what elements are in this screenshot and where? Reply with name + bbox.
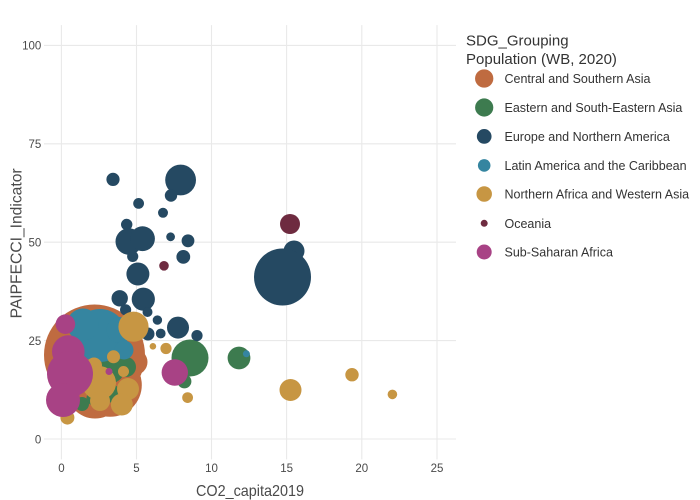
svg-text:SDG_Grouping: SDG_Grouping — [466, 32, 569, 49]
svg-text:Sub-Saharan Africa: Sub-Saharan Africa — [505, 246, 613, 260]
svg-text:0: 0 — [35, 434, 41, 446]
svg-text:25: 25 — [29, 336, 42, 348]
svg-text:PAIPFECCI_Indicator: PAIPFECCI_Indicator — [9, 168, 26, 319]
svg-text:Oceania: Oceania — [505, 217, 552, 231]
svg-text:20: 20 — [355, 463, 368, 475]
svg-text:0: 0 — [58, 463, 64, 475]
svg-text:Central and Southern Asia: Central and Southern Asia — [505, 72, 651, 86]
svg-text:CO2_capita2019: CO2_capita2019 — [196, 483, 304, 500]
svg-text:Latin America and the Caribbea: Latin America and the Caribbean — [505, 159, 687, 173]
svg-text:10: 10 — [205, 463, 218, 475]
svg-text:15: 15 — [280, 463, 293, 475]
svg-text:Population (WB, 2020): Population (WB, 2020) — [466, 51, 617, 68]
svg-text:Eastern and South-Eastern Asia: Eastern and South-Eastern Asia — [505, 101, 683, 115]
svg-text:5: 5 — [133, 463, 139, 475]
svg-text:25: 25 — [431, 463, 444, 475]
svg-text:Northern Africa and Western As: Northern Africa and Western Asia — [505, 188, 690, 202]
svg-text:50: 50 — [29, 238, 42, 250]
svg-text:75: 75 — [29, 139, 42, 151]
svg-text:100: 100 — [22, 41, 41, 53]
svg-text:Europe and Northern America: Europe and Northern America — [505, 130, 670, 144]
